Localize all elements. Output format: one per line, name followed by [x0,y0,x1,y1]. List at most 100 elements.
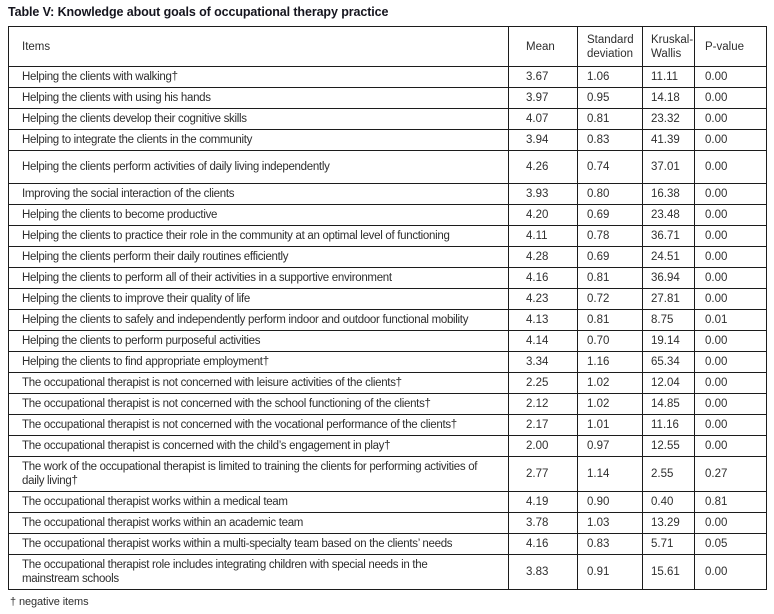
mean-cell: 2.77 [508,456,578,492]
mean-cell: 3.94 [508,129,578,151]
table-row: The occupational therapist works within … [8,533,767,555]
sd-cell: 0.81 [577,108,643,130]
table-row: Helping the clients to become productive… [8,204,767,226]
mean-cell: 4.28 [508,246,578,268]
mean-cell: 4.11 [508,225,578,247]
kruskal-wallis-cell: 2.55 [642,456,695,492]
item-cell: Helping the clients to practice their ro… [8,225,509,247]
table-title: Table V: Knowledge about goals of occupa… [8,5,389,19]
mean-cell: 3.34 [508,351,578,373]
mean-cell: 3.93 [508,183,578,205]
p-value-cell: 0.00 [694,435,767,457]
kruskal-wallis-cell: 12.55 [642,435,695,457]
item-cell: Helping the clients with walking† [8,66,509,88]
item-cell: Helping the clients to find appropriate … [8,351,509,373]
table-row: Helping to integrate the clients in the … [8,129,767,151]
item-cell: Helping the clients to perform purposefu… [8,330,509,352]
mean-cell: 2.25 [508,372,578,394]
table-row: The occupational therapist role includes… [8,554,767,590]
table-row: Helping the clients with walking† 3.67 1… [8,66,767,88]
item-cell: The occupational therapist works within … [8,533,509,555]
kruskal-wallis-cell: 27.81 [642,288,695,310]
table-row: The occupational therapist works within … [8,491,767,513]
sd-cell: 0.72 [577,288,643,310]
table-row: Helping the clients with using his hands… [8,87,767,109]
p-value-cell: 0.05 [694,533,767,555]
sd-cell: 0.97 [577,435,643,457]
sd-cell: 1.06 [577,66,643,88]
kruskal-wallis-cell: 36.71 [642,225,695,247]
p-value-cell: 0.00 [694,150,767,184]
p-value-cell: 0.00 [694,66,767,88]
item-cell: Helping the clients develop their cognit… [8,108,509,130]
p-value-cell: 0.81 [694,491,767,513]
p-value-cell: 0.00 [694,414,767,436]
kruskal-wallis-cell: 11.16 [642,414,695,436]
item-cell: Helping to integrate the clients in the … [8,129,509,151]
p-value-cell: 0.00 [694,183,767,205]
table-row: Helping the clients perform their daily … [8,246,767,268]
table-row: Helping the clients to perform all of th… [8,267,767,289]
kruskal-wallis-cell: 15.61 [642,554,695,590]
mean-cell: 4.20 [508,204,578,226]
sd-cell: 0.81 [577,309,643,331]
p-value-cell: 0.27 [694,456,767,492]
item-cell: The occupational therapist works within … [8,491,509,513]
table-row: The occupational therapist is concerned … [8,435,767,457]
kruskal-wallis-cell: 8.75 [642,309,695,331]
kruskal-wallis-cell: 14.85 [642,393,695,415]
sd-cell: 0.69 [577,204,643,226]
sd-cell: 1.16 [577,351,643,373]
mean-cell: 4.26 [508,150,578,184]
sd-cell: 1.03 [577,512,643,534]
kruskal-wallis-cell: 16.38 [642,183,695,205]
item-cell: Helping the clients perform their daily … [8,246,509,268]
header-row: Items Mean Standard deviation Kruskal- W… [8,26,767,67]
mean-cell: 3.97 [508,87,578,109]
kruskal-wallis-cell: 13.29 [642,512,695,534]
data-table: Items Mean Standard deviation Kruskal- W… [8,26,767,590]
sd-cell: 0.90 [577,491,643,513]
p-value-cell: 0.00 [694,87,767,109]
sd-cell: 1.02 [577,372,643,394]
col-header-standard-deviation: Standard deviation [577,26,643,67]
mean-cell: 4.23 [508,288,578,310]
mean-cell: 4.13 [508,309,578,331]
table-row: The occupational therapist is not concer… [8,414,767,436]
item-cell: The occupational therapist works within … [8,512,509,534]
p-value-cell: 0.00 [694,246,767,268]
kruskal-wallis-cell: 24.51 [642,246,695,268]
p-value-cell: 0.00 [694,288,767,310]
table-body: Helping the clients with walking† 3.67 1… [8,66,767,590]
sd-cell: 1.02 [577,393,643,415]
table-row: The occupational therapist is not concer… [8,372,767,394]
mean-cell: 3.83 [508,554,578,590]
p-value-cell: 0.00 [694,512,767,534]
table-row: Helping the clients develop their cognit… [8,108,767,130]
sd-cell: 0.91 [577,554,643,590]
item-cell: The occupational therapist is not concer… [8,372,509,394]
item-cell: The occupational therapist is not concer… [8,414,509,436]
p-value-cell: 0.00 [694,351,767,373]
kruskal-wallis-cell: 37.01 [642,150,695,184]
kruskal-wallis-cell: 14.18 [642,87,695,109]
p-value-cell: 0.00 [694,108,767,130]
kruskal-wallis-cell: 36.94 [642,267,695,289]
p-value-cell: 0.00 [694,554,767,590]
mean-cell: 2.12 [508,393,578,415]
mean-cell: 3.78 [508,512,578,534]
p-value-cell: 0.00 [694,330,767,352]
mean-cell: 4.19 [508,491,578,513]
p-value-cell: 0.01 [694,309,767,331]
kruskal-wallis-cell: 0.40 [642,491,695,513]
table-row: Improving the social interaction of the … [8,183,767,205]
item-cell: Helping the clients perform activities o… [8,150,509,184]
mean-cell: 2.17 [508,414,578,436]
sd-cell: 0.78 [577,225,643,247]
table-row: The occupational therapist works within … [8,512,767,534]
kruskal-wallis-cell: 12.04 [642,372,695,394]
item-cell: Helping the clients to perform all of th… [8,267,509,289]
kruskal-wallis-cell: 41.39 [642,129,695,151]
kruskal-wallis-cell: 65.34 [642,351,695,373]
